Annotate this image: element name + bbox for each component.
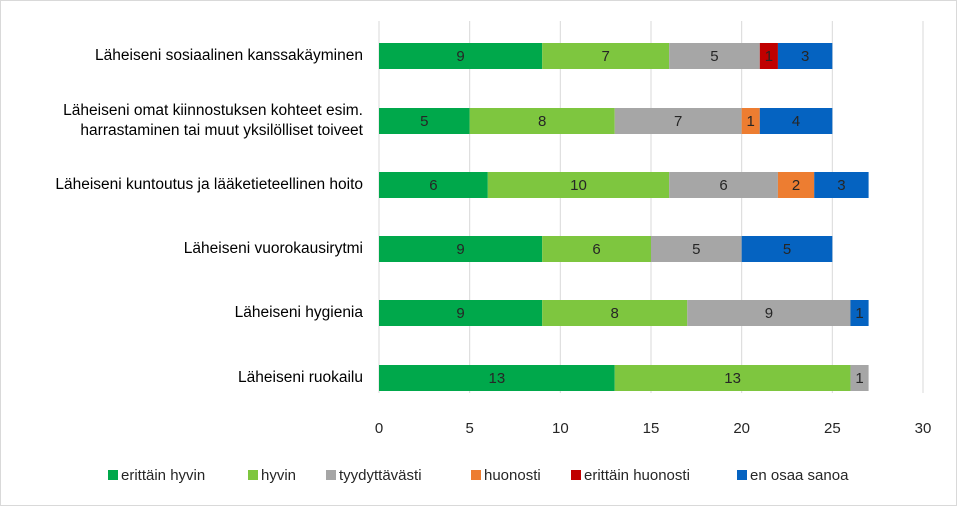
data-label: 6	[429, 177, 437, 194]
data-label: 3	[801, 48, 809, 65]
bar-segment	[741, 236, 833, 262]
x-tick-label: 10	[552, 420, 569, 437]
category-label-3: Läheiseni vuorokausirytmi	[184, 240, 363, 257]
data-label: 7	[601, 48, 609, 65]
x-tick-label: 25	[824, 420, 841, 437]
data-label: 9	[765, 305, 773, 322]
data-label: 6	[719, 177, 727, 194]
data-label: 10	[570, 177, 587, 194]
bar-segment	[741, 108, 760, 134]
x-tick-label: 30	[915, 420, 932, 437]
data-label: 13	[489, 370, 506, 387]
x-tick-label: 20	[733, 420, 750, 437]
data-label: 3	[837, 177, 845, 194]
data-label: 7	[674, 113, 682, 130]
legend-swatch	[737, 470, 747, 480]
bar-segment	[850, 300, 869, 326]
bar-segment	[759, 108, 833, 134]
category-label-1: Läheiseni omat kiinnostuksen kohteet esi…	[63, 102, 364, 139]
category-label-0: Läheiseni sosiaalinen kanssakäyminen	[95, 47, 363, 64]
data-label: 13	[724, 370, 741, 387]
legend-swatch	[471, 470, 481, 480]
category-label-line: Läheiseni hygienia	[235, 304, 364, 321]
category-label-line: Läheiseni vuorokausirytmi	[184, 240, 363, 257]
legend-label: tyydyttävästi	[339, 467, 422, 484]
category-label-line: Läheiseni ruokailu	[238, 369, 363, 386]
data-label: 8	[611, 305, 619, 322]
data-label: 1	[855, 370, 863, 387]
bar-segment	[542, 300, 688, 326]
x-tick-label: 15	[643, 420, 660, 437]
data-label: 1	[765, 48, 773, 65]
legend-label: erittäin hyvin	[121, 467, 205, 484]
data-label: 9	[456, 305, 464, 322]
bar-segment	[669, 43, 760, 69]
legend-label: en osaa sanoa	[750, 467, 849, 484]
bar-segment	[651, 236, 742, 262]
data-label: 5	[420, 113, 428, 130]
bar-segment	[850, 365, 869, 391]
bar-segment	[614, 108, 742, 134]
gridlines	[378, 21, 924, 393]
category-label-5: Läheiseni ruokailu	[238, 369, 363, 386]
data-label: 6	[592, 241, 600, 258]
legend-swatch	[248, 470, 258, 480]
x-tick-label: 0	[375, 420, 383, 437]
bar-segment	[777, 172, 815, 198]
data-label: 5	[710, 48, 718, 65]
bar-segment	[814, 172, 869, 198]
data-label: 1	[855, 305, 863, 322]
legend-swatch	[108, 470, 118, 480]
bar-segment	[379, 236, 543, 262]
legend-label: erittäin huonosti	[584, 467, 690, 484]
bar-segment	[379, 43, 543, 69]
data-label: 5	[783, 241, 791, 258]
data-label: 9	[456, 48, 464, 65]
legend-swatch	[571, 470, 581, 480]
data-label: 4	[792, 113, 800, 130]
bar-segment	[469, 108, 615, 134]
x-tick-label: 5	[465, 420, 473, 437]
legend-label: hyvin	[261, 467, 296, 484]
bar-segment	[777, 43, 833, 69]
x-axis-tick-labels: 0 5 10 15 20 25 30	[375, 420, 932, 437]
bars: 9 7 5 1 35 8 7 1 46 10 6 2 39 6 5 59 8 9 113 13 1	[379, 43, 869, 391]
data-label: 9	[456, 241, 464, 258]
legend-swatch	[326, 470, 336, 480]
legend-label: huonosti	[484, 467, 541, 484]
bar-segment	[542, 236, 651, 262]
bar-segment	[759, 43, 778, 69]
bar-segment	[379, 365, 615, 391]
category-label-line: Läheiseni sosiaalinen kanssakäyminen	[95, 47, 363, 64]
bar-segment	[614, 365, 851, 391]
bar-segment	[542, 43, 670, 69]
data-label: 2	[792, 177, 800, 194]
category-label-line: harrastaminen tai muut yksilölliset toiv…	[80, 122, 363, 139]
data-label: 5	[692, 241, 700, 258]
bar-segment	[379, 300, 543, 326]
category-label-2: Läheiseni kuntoutus ja lääketieteellinen…	[55, 176, 363, 193]
bar-segment	[687, 300, 851, 326]
category-label-line: Läheiseni kuntoutus ja lääketieteellinen…	[55, 176, 363, 193]
data-label: 8	[538, 113, 546, 130]
legend: erittäin hyvin hyvin tyydyttävästi huonosti…	[108, 467, 849, 484]
category-label-4: Läheiseni hygienia	[235, 304, 364, 321]
bar-segment	[487, 172, 670, 198]
bar-segment	[379, 108, 470, 134]
bar-segment	[669, 172, 778, 198]
bar-segment	[379, 172, 488, 198]
category-labels: Läheiseni sosiaalinen kanssakäyminen Lähe…	[55, 47, 363, 386]
category-label-line: Läheiseni omat kiinnostuksen kohteet esi…	[63, 102, 363, 119]
data-label: 1	[747, 113, 755, 130]
